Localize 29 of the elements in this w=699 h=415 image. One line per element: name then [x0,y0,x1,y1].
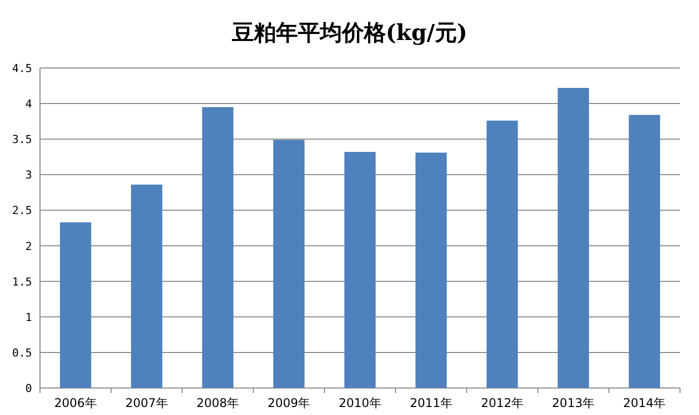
x-tick-label: 2014年 [623,396,666,410]
y-tick-label: 1 [25,310,32,324]
x-tick-label: 2007年 [125,396,168,410]
bar [628,114,660,388]
x-tick-label: 2008年 [196,396,240,410]
y-tick-label: 1.5 [12,275,32,288]
chart-title: 豆粕年平均价格(kg/元) [230,20,468,46]
bar [273,140,305,388]
bar [202,107,234,388]
bar [486,120,518,388]
x-tick-label: 2013年 [552,396,595,410]
y-tick-label: 3 [25,168,32,182]
bar [60,222,92,388]
x-tick-label: 2011年 [410,396,452,410]
x-tick-label: 2006年 [54,396,97,410]
x-tick-label: 2010年 [338,396,382,410]
x-tick-label: 2012年 [480,396,524,410]
y-tick-label: 4 [25,98,32,111]
y-tick-label: 4.5 [12,62,32,75]
y-tick-label: 3.5 [12,133,32,146]
y-tick-label: 0 [25,382,32,395]
bar [131,184,162,388]
bar [558,88,589,388]
bar [415,152,447,388]
bar [344,152,376,388]
x-tick-label: 2009年 [268,396,310,410]
y-tick-label: 0.5 [12,346,32,360]
y-tick-label: 2 [25,240,32,253]
y-tick-label: 2.5 [12,204,32,218]
